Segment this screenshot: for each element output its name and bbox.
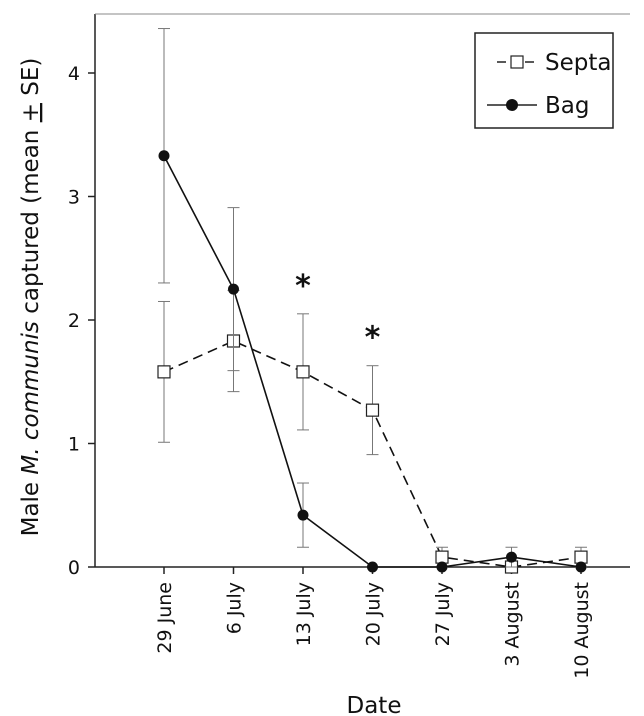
y-ticks: 0 1 2 3 4 <box>68 63 95 579</box>
data-point-bag <box>506 551 517 563</box>
y-tick-label: 2 <box>68 310 80 332</box>
x-ticks: 29 June 6 July 13 July 20 July 27 July 3 Augu… <box>154 567 593 679</box>
data-point-bag <box>575 561 587 573</box>
data-point-septa <box>365 403 380 417</box>
legend-box <box>474 32 614 129</box>
series-line <box>163 155 582 568</box>
y-axis-title-part: captured (mean <box>18 122 44 321</box>
y-axis-title-plus: + <box>18 103 44 122</box>
y-tick-label: 4 <box>68 63 80 85</box>
y-axis-title: Male M. communis captured (mean + SE) <box>18 58 44 537</box>
data-point-bag <box>158 150 170 162</box>
significance-markers: ** <box>295 269 381 356</box>
legend-septa-label: Septa <box>545 50 611 76</box>
x-tick-label: 27 July <box>432 582 454 646</box>
significance-star: * <box>365 321 381 356</box>
legend-septa-marker <box>510 55 524 69</box>
data-point-bag <box>228 283 239 295</box>
data-point-septa <box>574 550 588 564</box>
legend-bag-label: Bag <box>545 93 589 119</box>
x-tick-label: 6 July <box>224 582 246 634</box>
x-tick-label: 10 August <box>571 582 593 679</box>
y-axis-title-part: SE) <box>18 58 44 103</box>
y-tick-label: 1 <box>68 434 80 456</box>
data-point-septa <box>157 365 171 379</box>
x-tick-label: 20 July <box>363 582 385 646</box>
x-tick-label: 29 June <box>154 582 176 654</box>
data-point-bag <box>367 561 378 573</box>
significance-star: * <box>295 269 311 304</box>
legend: Septa Bag <box>474 32 614 129</box>
y-axis-title-part: Male <box>18 475 44 537</box>
legend-bag-marker <box>506 99 518 111</box>
x-axis-title: Date <box>347 693 402 716</box>
y-tick-label: 3 <box>68 187 80 209</box>
y-axis-title-species: M. communis <box>18 321 44 475</box>
series-bag <box>158 28 587 573</box>
x-tick-label: 13 July <box>293 582 315 646</box>
data-point-bag <box>297 509 309 521</box>
data-point-septa <box>296 365 310 379</box>
axes <box>94 13 630 568</box>
series-layer <box>157 28 588 574</box>
x-tick-label: 3 August <box>502 582 524 667</box>
data-point-bag <box>436 561 448 573</box>
y-tick-label: 0 <box>68 557 80 579</box>
data-point-septa <box>435 550 449 564</box>
